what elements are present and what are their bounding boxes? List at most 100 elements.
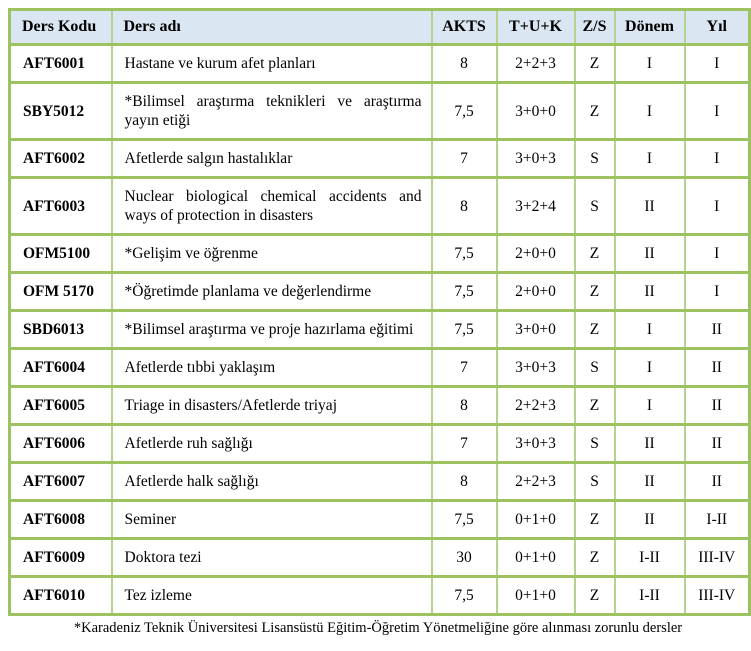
cell-yil: I bbox=[683, 233, 751, 274]
cell-zs: S bbox=[573, 461, 616, 502]
cell-code: AFT6008 bbox=[8, 499, 113, 540]
cell-zs: Z bbox=[573, 309, 616, 350]
cell-yil: I bbox=[683, 138, 751, 179]
cell-akts: 7,5 bbox=[430, 309, 498, 350]
footnote: *Karadeniz Teknik Üniversitesi Lisansüst… bbox=[73, 620, 683, 636]
cell-akts: 8 bbox=[430, 43, 498, 84]
cell-code: AFT6004 bbox=[8, 347, 113, 388]
cell-code: AFT6006 bbox=[8, 423, 113, 464]
cell-yil: I bbox=[683, 43, 751, 84]
cell-akts: 7,5 bbox=[430, 81, 498, 141]
cell-zs: Z bbox=[573, 575, 616, 616]
course-row-OFM5170: OFM 5170 *Öğretimde planlama ve değerlend… bbox=[8, 271, 751, 312]
cell-name: *Gelişim ve öğrenme bbox=[110, 233, 433, 274]
column-header-yil: Yıl bbox=[683, 8, 751, 46]
cell-tuk: 2+2+3 bbox=[495, 385, 576, 426]
course-row-OFM5100: OFM5100 *Gelişim ve öğrenme 7,5 2+0+0 Z II I bbox=[8, 233, 751, 274]
cell-akts: 7 bbox=[430, 423, 498, 464]
cell-donem: II bbox=[613, 423, 686, 464]
cell-tuk: 2+2+3 bbox=[495, 43, 576, 84]
cell-donem: I bbox=[613, 347, 686, 388]
column-header-code: Ders Kodu bbox=[8, 8, 113, 46]
cell-tuk: 2+0+0 bbox=[495, 233, 576, 274]
course-row-SBY5012: SBY5012 *Bilimsel araştırma teknikleri ve… bbox=[8, 81, 751, 141]
cell-zs: Z bbox=[573, 43, 616, 84]
course-table: Ders Kodu Ders adı AKTS T+U+K Z/S Dönem Yıl AF… bbox=[8, 8, 751, 616]
cell-name: Doktora tezi bbox=[110, 537, 433, 578]
cell-name: Afetlerde salgın hastalıklar bbox=[110, 138, 433, 179]
cell-name: Hastane ve kurum afet planları bbox=[110, 43, 433, 84]
cell-name: Triage in disasters/Afetlerde triyaj bbox=[110, 385, 433, 426]
course-row-AFT6001: AFT6001 Hastane ve kurum afet planları 8 2+… bbox=[8, 43, 751, 84]
cell-donem: I-II bbox=[613, 575, 686, 616]
cell-yil: II bbox=[683, 309, 751, 350]
cell-zs: Z bbox=[573, 537, 616, 578]
cell-zs: Z bbox=[573, 385, 616, 426]
column-header-akts: AKTS bbox=[430, 8, 498, 46]
cell-code: AFT6003 bbox=[8, 176, 113, 236]
cell-tuk: 3+0+3 bbox=[495, 138, 576, 179]
cell-zs: S bbox=[573, 176, 616, 236]
header-row: Ders Kodu Ders adı AKTS T+U+K Z/S Dönem Yıl bbox=[8, 8, 751, 46]
cell-code: AFT6010 bbox=[8, 575, 113, 616]
cell-donem: II bbox=[613, 461, 686, 502]
cell-yil: II bbox=[683, 423, 751, 464]
cell-name: *Öğretimde planlama ve değerlendirme bbox=[110, 271, 433, 312]
cell-yil: III-IV bbox=[683, 537, 751, 578]
course-row-AFT6004: AFT6004 Afetlerde tıbbi yaklaşım 7 3+0+3 S I I… bbox=[8, 347, 751, 388]
cell-name: Tez izleme bbox=[110, 575, 433, 616]
cell-akts: 7,5 bbox=[430, 499, 498, 540]
course-row-AFT6006: AFT6006 Afetlerde ruh sağlığı 7 3+0+3 S II II bbox=[8, 423, 751, 464]
cell-tuk: 3+2+4 bbox=[495, 176, 576, 236]
course-row-AFT6009: AFT6009 Doktora tezi 30 0+1+0 Z I-II III-IV bbox=[8, 537, 751, 578]
cell-donem: I bbox=[613, 43, 686, 84]
cell-akts: 7,5 bbox=[430, 233, 498, 274]
column-header-zs: Z/S bbox=[573, 8, 616, 46]
cell-akts: 30 bbox=[430, 537, 498, 578]
cell-zs: Z bbox=[573, 233, 616, 274]
cell-tuk: 0+1+0 bbox=[495, 537, 576, 578]
cell-yil: II bbox=[683, 347, 751, 388]
cell-code: SBD6013 bbox=[8, 309, 113, 350]
cell-zs: S bbox=[573, 347, 616, 388]
cell-zs: S bbox=[573, 423, 616, 464]
cell-code: OFM 5170 bbox=[8, 271, 113, 312]
cell-name: Afetlerde halk sağlığı bbox=[110, 461, 433, 502]
cell-donem: II bbox=[613, 499, 686, 540]
cell-code: SBY5012 bbox=[8, 81, 113, 141]
column-header-donem: Dönem bbox=[613, 8, 686, 46]
cell-zs: Z bbox=[573, 499, 616, 540]
cell-name: *Bilimsel araştırma teknikleri ve araştı… bbox=[110, 81, 433, 141]
cell-name: *Bilimsel araştırma ve proje hazırlama e… bbox=[110, 309, 433, 350]
course-row-AFT6010: AFT6010 Tez izleme 7,5 0+1+0 Z I-II III-IV bbox=[8, 575, 751, 616]
cell-donem: I bbox=[613, 81, 686, 141]
cell-donem: I-II bbox=[613, 537, 686, 578]
course-row-AFT6007: AFT6007 Afetlerde halk sağlığı 8 2+2+3 S II II bbox=[8, 461, 751, 502]
cell-akts: 7 bbox=[430, 347, 498, 388]
cell-code: AFT6009 bbox=[8, 537, 113, 578]
cell-code: OFM5100 bbox=[8, 233, 113, 274]
course-row-SBD6013: SBD6013 *Bilimsel araştırma ve proje hazı… bbox=[8, 309, 751, 350]
cell-tuk: 2+0+0 bbox=[495, 271, 576, 312]
cell-yil: I bbox=[683, 81, 751, 141]
course-row-AFT6008: AFT6008 Seminer 7,5 0+1+0 Z II I-II bbox=[8, 499, 751, 540]
cell-donem: I bbox=[613, 309, 686, 350]
cell-name: Seminer bbox=[110, 499, 433, 540]
cell-yil: III-IV bbox=[683, 575, 751, 616]
cell-akts: 8 bbox=[430, 461, 498, 502]
course-row-AFT6002: AFT6002 Afetlerde salgın hastalıklar 7 3+0+… bbox=[8, 138, 751, 179]
cell-code: AFT6005 bbox=[8, 385, 113, 426]
cell-code: AFT6002 bbox=[8, 138, 113, 179]
cell-yil: II bbox=[683, 385, 751, 426]
cell-code: AFT6007 bbox=[8, 461, 113, 502]
cell-yil: I-II bbox=[683, 499, 751, 540]
cell-tuk: 2+2+3 bbox=[495, 461, 576, 502]
cell-yil: II bbox=[683, 461, 751, 502]
cell-donem: II bbox=[613, 176, 686, 236]
cell-zs: S bbox=[573, 138, 616, 179]
cell-donem: II bbox=[613, 233, 686, 274]
course-row-AFT6005: AFT6005 Triage in disasters/Afetlerde tri… bbox=[8, 385, 751, 426]
cell-akts: 7,5 bbox=[430, 271, 498, 312]
cell-code: AFT6001 bbox=[8, 43, 113, 84]
